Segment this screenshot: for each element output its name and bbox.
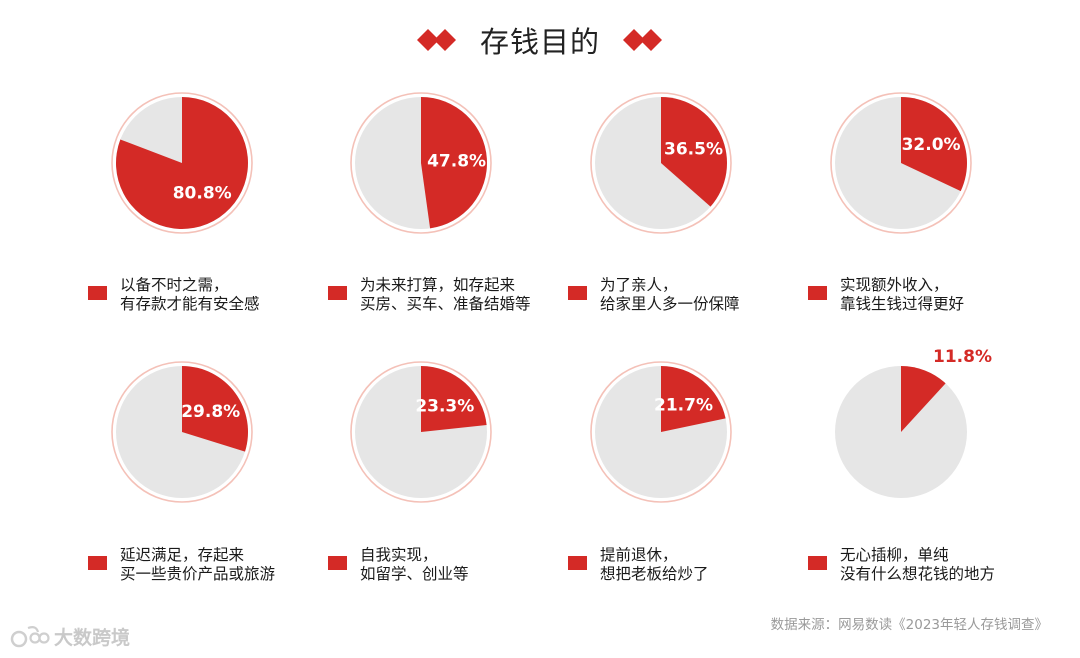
legend-line: 有存款才能有安全感 [120, 295, 260, 313]
pie-value-label: 80.8% [173, 183, 232, 203]
legend-item-1: 以备不时之需， 有存款才能有安全感 [88, 276, 260, 314]
pie-slice-selected [901, 366, 946, 432]
legend-text: 为了亲人， 给家里人多一份保障 [600, 276, 740, 314]
pie-slice-selected [661, 366, 726, 432]
legend-line: 给家里人多一份保障 [600, 295, 740, 313]
legend-text: 自我实现， 如留学、创业等 [360, 546, 469, 584]
legend-text: 提前退休， 想把老板给炒了 [600, 546, 709, 584]
pie-outer-ring [590, 361, 732, 503]
legend-swatch [808, 556, 827, 570]
legend-swatch [328, 556, 347, 570]
legend-line: 买一些贵价产品或旅游 [120, 565, 276, 583]
diamond-icon-right [623, 29, 662, 51]
legend-swatch [88, 556, 107, 570]
pie-chart-8: 11.8% [835, 347, 992, 498]
pie-chart-5: 29.8% [111, 361, 253, 503]
pie-outer-ring [350, 361, 492, 503]
legend-swatch [88, 286, 107, 300]
legend-line: 提前退休， [600, 546, 678, 564]
legend-line: 没有什么想花钱的地方 [840, 565, 996, 583]
pie-slice-selected [901, 97, 968, 192]
pie-chart-3: 36.5% [590, 92, 732, 234]
legend-line: 靠钱生钱过得更好 [840, 295, 965, 313]
legend-line: 实现额外收入， [840, 276, 949, 294]
pie-value-label: 11.8% [933, 347, 992, 367]
legend-line: 想把老板给炒了 [600, 565, 709, 583]
legend-item-5: 延迟满足，存起来 买一些贵价产品或旅游 [88, 546, 275, 584]
legend-item-4: 实现额外收入， 靠钱生钱过得更好 [808, 276, 964, 314]
pie-outer-ring [350, 92, 492, 234]
pie-outer-ring [111, 92, 253, 234]
legend-text: 实现额外收入， 靠钱生钱过得更好 [840, 276, 964, 314]
pie-slice-selected [182, 366, 248, 452]
pie-outer-ring [830, 92, 972, 234]
pie-value-label: 21.7% [654, 395, 713, 415]
legend-swatch [808, 286, 827, 300]
chart-title: 存钱目的 [479, 25, 600, 59]
watermark: 大数跨境 [10, 623, 130, 650]
pie-slice-selected [661, 97, 728, 207]
brand-logo-icon [10, 625, 50, 647]
pie-value-label: 36.5% [664, 139, 723, 159]
legend-swatch [568, 556, 587, 570]
pie-value-label: 32.0% [902, 135, 961, 155]
pie-outer-ring [590, 92, 732, 234]
pie-chart-7: 21.7% [590, 361, 732, 503]
legend-line: 买房、买车、准备结婚等 [360, 295, 531, 313]
legend-item-3: 为了亲人， 给家里人多一份保障 [568, 276, 740, 314]
pie-chart-1: 80.8% [111, 92, 253, 234]
pie-value-label: 23.3% [415, 397, 474, 417]
legend-text: 为未来打算，如存起来 买房、买车、准备结婚等 [360, 276, 531, 314]
legend-item-8: 无心插柳，单纯 没有什么想花钱的地方 [808, 546, 995, 584]
data-source-note: 数据来源：网易数读《2023年轻人存钱调查》 [770, 617, 1048, 633]
legend-line: 如留学、创业等 [360, 565, 469, 583]
legend-swatch [568, 286, 587, 300]
pie-value-label: 29.8% [181, 402, 240, 422]
watermark-text: 大数跨境 [54, 627, 131, 649]
pie-value-label: 47.8% [427, 152, 486, 172]
pie-slice-selected [421, 366, 487, 432]
pie-outer-ring [111, 361, 253, 503]
legend-item-7: 提前退休， 想把老板给炒了 [568, 546, 709, 584]
legend-swatch [328, 286, 347, 300]
diamond-icon-left [416, 29, 456, 51]
pie-slice-selected [115, 97, 248, 229]
chart-title-row: 存钱目的 [0, 14, 1080, 66]
legend-line: 延迟满足，存起来 [120, 546, 245, 564]
pie-chart-4: 32.0% [830, 92, 972, 234]
legend-line: 为未来打算，如存起来 [360, 276, 516, 294]
legend-line: 无心插柳，单纯 [840, 546, 949, 564]
pie-chart-2: 47.8% [350, 92, 492, 234]
legend-line: 以备不时之需， [120, 276, 229, 294]
pie-chart-6: 23.3% [350, 361, 492, 503]
pie-slice-selected [421, 97, 487, 229]
legend-item-2: 为未来打算，如存起来 买房、买车、准备结婚等 [328, 276, 531, 314]
legend-text: 延迟满足，存起来 买一些贵价产品或旅游 [120, 546, 275, 584]
legend-text: 以备不时之需， 有存款才能有安全感 [120, 276, 260, 314]
legend-line: 为了亲人， [600, 276, 678, 294]
legend-item-6: 自我实现， 如留学、创业等 [328, 546, 469, 584]
legend-line: 自我实现， [360, 546, 438, 564]
legend-text: 无心插柳，单纯 没有什么想花钱的地方 [840, 546, 995, 584]
